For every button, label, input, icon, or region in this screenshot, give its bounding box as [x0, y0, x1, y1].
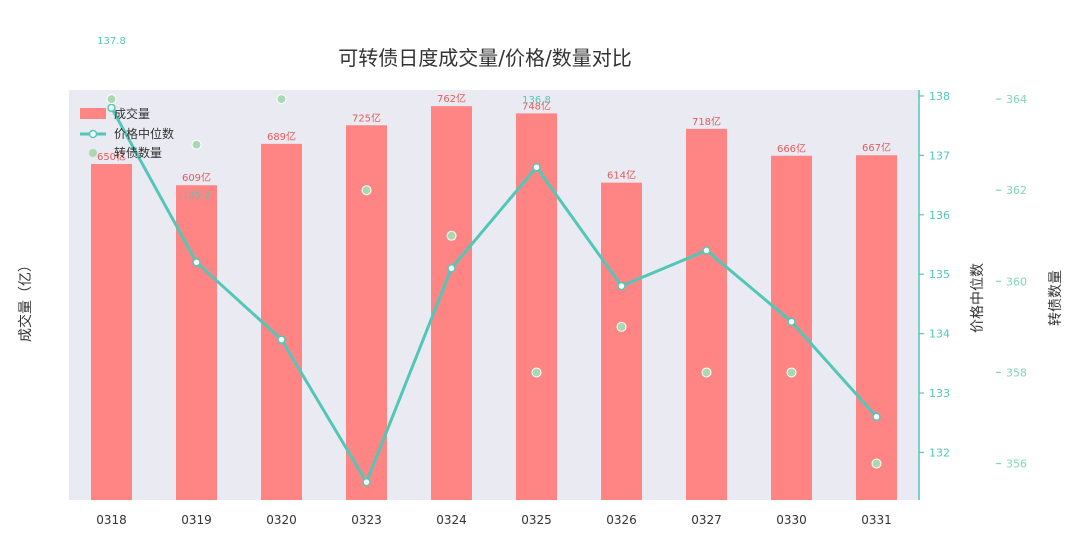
count-point-0327 — [701, 367, 712, 378]
count-point-0325 — [531, 367, 542, 378]
line-layer — [107, 103, 881, 487]
data-labels-layer: 650亿 609亿 689亿 725亿 762亿 748亿 614亿 718亿 666亿 667亿… — [97, 36, 891, 201]
bar-0320 — [261, 143, 302, 500]
bar-0325 — [516, 113, 557, 500]
bar-label-0326: 614亿 — [607, 169, 636, 182]
x-tick-0323: 0323 — [351, 513, 382, 527]
price-point-0320 — [277, 335, 286, 344]
price-label-0318: 137.8 — [97, 36, 126, 47]
chart-title: 可转债日度成交量/价格/数量对比 — [338, 46, 631, 70]
count-point-0320 — [276, 94, 287, 105]
bar-label-0320: 689亿 — [267, 130, 296, 143]
bar-0326 — [601, 182, 642, 500]
bar-label-0324: 762亿 — [437, 92, 466, 105]
price-point-0327 — [702, 246, 711, 255]
bar-0318 — [91, 164, 132, 500]
bar-label-0323: 725亿 — [352, 111, 381, 124]
x-tick-0318: 0318 — [96, 513, 127, 527]
price-tick-135: 135 — [929, 268, 950, 281]
price-point-0324 — [447, 264, 456, 273]
x-tick-0326: 0326 — [606, 513, 637, 527]
legend-label-scatter: 转债数量 — [114, 145, 162, 160]
count-point-0323 — [361, 185, 372, 196]
legend-swatch-bar — [80, 108, 106, 119]
bar-label-0319: 609亿 — [182, 171, 211, 184]
x-tick-0325: 0325 — [521, 513, 552, 527]
bar-0319 — [176, 185, 217, 500]
scatter-layer — [106, 94, 882, 469]
price-tick-137: 137 — [929, 149, 950, 162]
legend-label-line: 价格中位数 — [114, 126, 174, 141]
x-tick-0327: 0327 — [691, 513, 722, 527]
price-label-0325: 136.8 — [522, 95, 551, 106]
x-tick-0324: 0324 — [436, 513, 467, 527]
y-axis-label-right1: 价格中位数 — [970, 263, 986, 333]
count-tick-360: 360 — [1006, 275, 1027, 288]
price-tick-136: 136 — [929, 209, 950, 222]
bar-0331 — [856, 155, 897, 501]
y-axis-label-right2: 转债数量 — [1048, 270, 1064, 326]
price-point-0331 — [872, 412, 881, 422]
x-tick-0319: 0319 — [181, 513, 212, 527]
count-tick-364: 364 — [1006, 93, 1027, 106]
right-axis-price: 132 133 134 135 136 137 138 — [918, 90, 950, 500]
price-tick-134: 134 — [929, 328, 950, 341]
price-point-0330 — [787, 317, 796, 326]
count-tick-358: 358 — [1006, 366, 1027, 379]
bar-label-0330: 666亿 — [777, 142, 806, 155]
price-point-0325 — [532, 162, 541, 172]
price-median-line — [110, 107, 878, 486]
count-point-0319 — [191, 139, 202, 150]
right-axis-count: 356 358 360 362 364 — [996, 93, 1027, 471]
count-point-0318 — [106, 94, 117, 105]
x-tick-0331: 0331 — [861, 513, 892, 527]
price-point-0326 — [617, 281, 626, 291]
price-tick-132: 132 — [929, 446, 950, 459]
x-axis-ticks: 0318 0319 0320 0323 0324 0325 0326 0327 0330 0331 — [96, 513, 892, 527]
bar-label-0318: 650亿 — [97, 150, 126, 163]
y-axis-label-left: 成交量（亿） — [17, 258, 34, 342]
bars-layer — [91, 106, 897, 501]
price-point-0323 — [362, 477, 371, 487]
count-tick-362: 362 — [1006, 184, 1027, 197]
count-point-0324 — [446, 230, 457, 241]
legend-label-bar: 成交量 — [114, 106, 150, 121]
bar-0330 — [771, 155, 812, 500]
count-point-0326 — [616, 321, 627, 332]
count-tick-356: 356 — [1006, 458, 1027, 471]
bar-label-0331: 667亿 — [862, 141, 891, 154]
bar-label-0327: 718亿 — [692, 115, 721, 128]
x-tick-0320: 0320 — [266, 513, 297, 527]
bar-0327 — [686, 128, 727, 500]
count-point-0331 — [871, 458, 882, 469]
legend-swatch-scatter — [89, 149, 97, 157]
price-tick-133: 133 — [929, 387, 950, 400]
price-point-0318 — [107, 103, 116, 113]
legend-swatch-line-marker — [88, 129, 98, 139]
x-tick-0330: 0330 — [776, 513, 807, 527]
count-point-0330 — [786, 367, 797, 378]
price-tick-138: 138 — [929, 90, 950, 103]
bar-label-0325: 748亿 — [522, 99, 551, 112]
price-label-0319: 135.2 — [182, 190, 211, 201]
price-point-0319 — [192, 258, 201, 267]
